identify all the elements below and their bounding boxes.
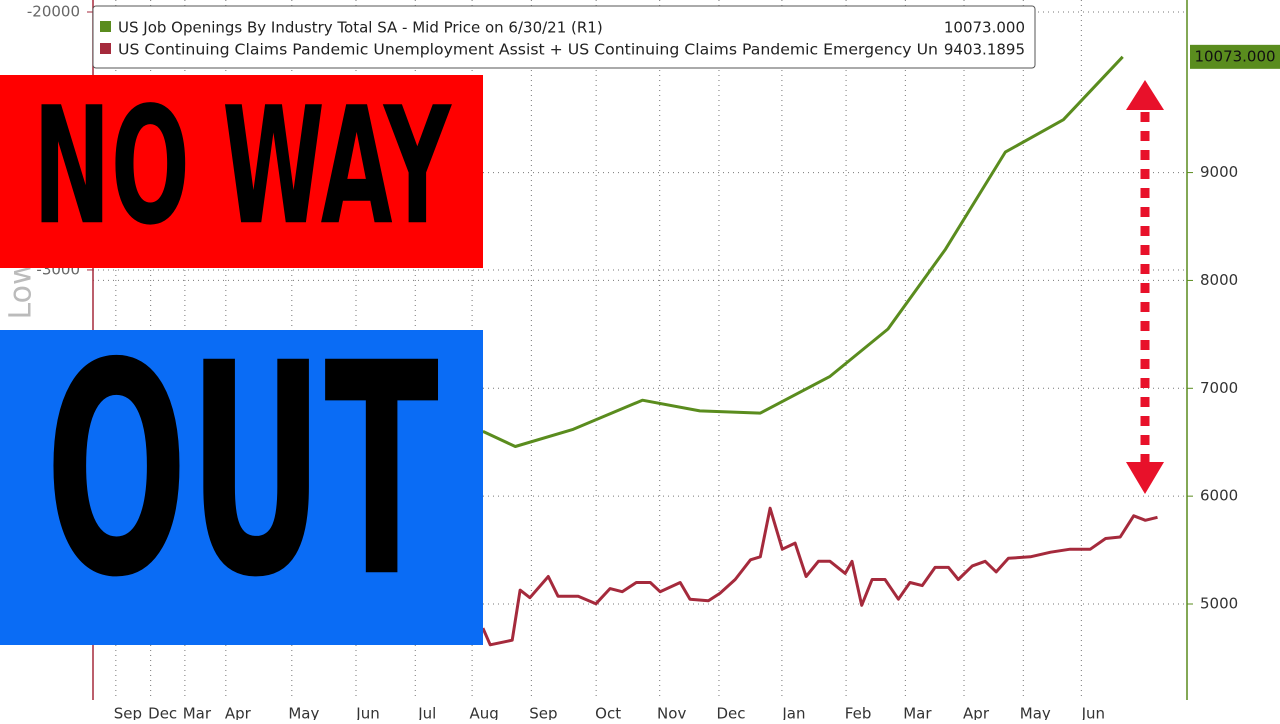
legend-value: 9403.1895 xyxy=(944,41,1025,59)
y-tick-label: 9000 xyxy=(1200,163,1238,181)
x-tick-label: Feb xyxy=(845,705,872,721)
x-tick-label: Apr xyxy=(963,705,990,721)
x-tick-label: Sep xyxy=(529,705,557,721)
y2-tick-label: -20000 xyxy=(27,2,80,20)
x-tick-label: Jun xyxy=(355,705,379,721)
x-tick-label: May xyxy=(288,705,319,721)
legend-label: US Job Openings By Industry Total SA - M… xyxy=(118,19,603,37)
x-tick-label: Aug xyxy=(469,705,498,721)
x-tick-label: Jul xyxy=(417,705,436,721)
series-line xyxy=(482,55,1124,448)
plot: 10073.000 xyxy=(481,44,1280,647)
y-tick-label: 5000 xyxy=(1200,595,1238,613)
arrow-head xyxy=(1126,462,1164,494)
arrow-head xyxy=(1126,80,1164,110)
x-tick-label: Sep xyxy=(114,705,142,721)
x-tick-label: Nov xyxy=(657,705,686,721)
legend: US Job Openings By Industry Total SA - M… xyxy=(92,5,1036,69)
x-tick-label: May xyxy=(1020,705,1051,721)
x-tick-label: Jan xyxy=(781,705,805,721)
y-tick-label: 6000 xyxy=(1200,487,1238,505)
banner-bottom-text: OUT xyxy=(45,301,439,642)
legend-box xyxy=(92,5,1036,69)
x-tick-label: Dec xyxy=(716,705,745,721)
banner-top-text: NO WAY xyxy=(33,73,452,262)
legend-swatch xyxy=(100,21,111,32)
x-tick-label: Apr xyxy=(225,705,252,721)
y-tick-label: 7000 xyxy=(1200,379,1238,397)
banner-top xyxy=(0,75,483,268)
x-tick-label: Dec xyxy=(148,705,177,721)
series-line xyxy=(481,506,1158,647)
legend-value: 10073.000 xyxy=(944,19,1025,37)
legend-swatch xyxy=(100,43,111,54)
x-tick-label: Oct xyxy=(595,705,621,721)
overlay: NO WAY OUT xyxy=(0,73,483,645)
x-tick-label: Mar xyxy=(903,705,932,721)
x-tick-label: Jun xyxy=(1081,705,1105,721)
legend-label: US Continuing Claims Pandemic Unemployme… xyxy=(118,41,938,59)
y2-axis-label: Low xyxy=(4,260,39,319)
arrow xyxy=(1126,80,1164,494)
x-tick-label: Mar xyxy=(183,705,212,721)
last-value-box xyxy=(1190,44,1280,69)
last-value-label: 10073.000 xyxy=(1194,47,1275,65)
y-tick-label: 8000 xyxy=(1200,271,1238,289)
banner-bottom xyxy=(0,330,483,645)
